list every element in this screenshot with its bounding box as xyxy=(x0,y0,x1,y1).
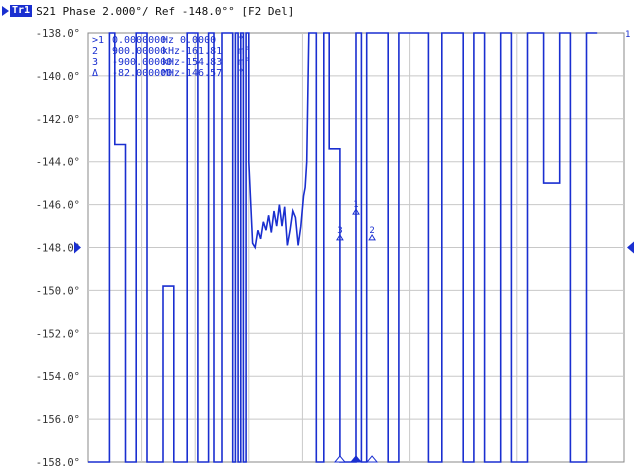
marker-table-cell: -146.57 xyxy=(180,68,222,79)
y-tick-label: -144.0° xyxy=(36,157,80,169)
ref-level-right-arrow-icon xyxy=(627,241,634,254)
marker-table-cell: kHz xyxy=(162,46,180,57)
reference-level-markers xyxy=(74,241,634,254)
marker-table-cell: MHz xyxy=(162,68,180,79)
y-tick-label: -146.0° xyxy=(36,200,80,212)
marker-table-cell: m° xyxy=(238,57,250,68)
marker-table-cell: -154.83 xyxy=(180,57,222,68)
marker-table-cell: -900.00000 xyxy=(112,57,172,68)
marker-table-cell: 2 xyxy=(92,46,98,57)
marker-table-cell: m° xyxy=(238,46,250,57)
marker-table-cell: 0.0000 xyxy=(180,35,216,46)
y-tick-label: -148.0° xyxy=(36,243,80,255)
ref-level-left-arrow-icon xyxy=(74,241,81,254)
marker-table-cell: -161.81 xyxy=(180,46,222,57)
marker-table-cell: Hz xyxy=(162,35,174,46)
y-tick-label: -138.0° xyxy=(36,28,80,40)
y-tick-label: -152.0° xyxy=(36,328,80,340)
marker-table-cell: 0.0000000 xyxy=(112,35,166,46)
y-tick-label: -140.0° xyxy=(36,71,80,83)
marker-labels: 1 2 3 1 xyxy=(336,30,630,241)
marker-table-cell: 900.00000 xyxy=(112,46,166,57)
y-tick-label: -142.0° xyxy=(36,114,80,126)
bottom-stimulus-markers xyxy=(333,455,379,463)
stimulus-marker-icon xyxy=(333,455,346,463)
marker-table-cell: kHz xyxy=(162,57,180,68)
marker-table-cell: ° xyxy=(238,68,244,79)
marker-table-cell: -82.000000 xyxy=(112,68,172,79)
trace-badge[interactable]: Tr1 xyxy=(10,5,33,17)
marker-label: 2 xyxy=(369,226,374,236)
y-tick-label: -150.0° xyxy=(36,285,80,297)
marker-triangle-icon xyxy=(336,233,344,241)
marker-table-cell: >1 xyxy=(92,35,104,46)
trace-header: Tr1 S21 Phase 2.000°/ Ref -148.0°° [F2 D… xyxy=(0,0,636,22)
marker-table-cell: 3 xyxy=(92,57,98,68)
active-trace-arrow-icon xyxy=(2,6,9,16)
stimulus-marker-icon xyxy=(366,455,379,463)
marker-table-cell: ° xyxy=(238,35,244,46)
trace-line-group xyxy=(88,32,598,463)
trace-title: S21 Phase 2.000°/ Ref -148.0°° [F2 Del] xyxy=(36,4,295,18)
phase-chart: -138.0° -140.0° -142.0° -144.0° -146.0° -148.… xyxy=(36,28,634,469)
trace-line xyxy=(88,32,598,463)
y-tick-label: -154.0° xyxy=(36,371,80,383)
y-tick-label: -158.0° xyxy=(36,457,80,469)
y-axis-ticks: -138.0° -140.0° -142.0° -144.0° -146.0° -148.… xyxy=(36,28,80,469)
marker-label: 1 xyxy=(353,200,358,210)
stimulus-marker-icon xyxy=(349,455,363,463)
marker-triangle-icon xyxy=(352,208,360,215)
right-marker-label: 1 xyxy=(625,30,630,40)
marker-triangle-icon xyxy=(368,233,376,241)
y-tick-label: -156.0° xyxy=(36,414,80,426)
marker-table-cell: Δ xyxy=(92,68,98,79)
marker-label: 3 xyxy=(337,226,342,236)
